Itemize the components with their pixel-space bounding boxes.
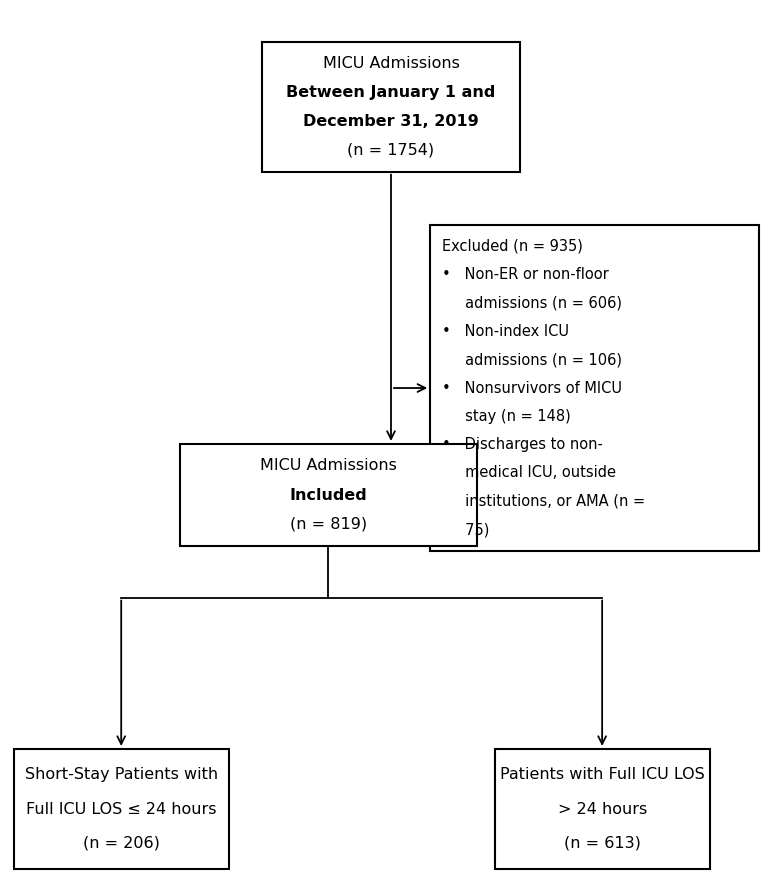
Text: admissions (n = 106): admissions (n = 106) xyxy=(442,352,622,368)
Text: •   Discharges to non-: • Discharges to non- xyxy=(442,437,603,452)
Text: •   Non-index ICU: • Non-index ICU xyxy=(442,324,569,339)
Text: (n = 1754): (n = 1754) xyxy=(347,143,435,158)
FancyBboxPatch shape xyxy=(180,443,477,546)
Text: medical ICU, outside: medical ICU, outside xyxy=(442,466,616,481)
Text: 75): 75) xyxy=(442,522,490,537)
Text: Patients with Full ICU LOS: Patients with Full ICU LOS xyxy=(500,767,705,782)
Text: •   Nonsurvivors of MICU: • Nonsurvivors of MICU xyxy=(442,381,622,395)
FancyBboxPatch shape xyxy=(430,226,759,551)
Text: Short-Stay Patients with: Short-Stay Patients with xyxy=(25,767,217,782)
Text: December 31, 2019: December 31, 2019 xyxy=(303,114,479,129)
Text: Between January 1 and: Between January 1 and xyxy=(286,85,496,100)
FancyBboxPatch shape xyxy=(13,749,228,869)
Text: > 24 hours: > 24 hours xyxy=(558,802,647,816)
Text: MICU Admissions: MICU Admissions xyxy=(322,56,460,71)
Text: Full ICU LOS ≤ 24 hours: Full ICU LOS ≤ 24 hours xyxy=(26,802,217,816)
Text: MICU Admissions: MICU Admissions xyxy=(260,458,397,474)
FancyBboxPatch shape xyxy=(495,749,710,869)
Text: (n = 206): (n = 206) xyxy=(83,836,160,851)
Text: institutions, or AMA (n =: institutions, or AMA (n = xyxy=(442,494,645,508)
Text: Excluded (n = 935): Excluded (n = 935) xyxy=(442,239,583,254)
Text: (n = 819): (n = 819) xyxy=(290,516,367,532)
Text: stay (n = 148): stay (n = 148) xyxy=(442,409,571,424)
FancyBboxPatch shape xyxy=(262,42,520,171)
Text: (n = 613): (n = 613) xyxy=(564,836,640,851)
Text: Included: Included xyxy=(289,488,368,502)
Text: •   Non-ER or non-floor: • Non-ER or non-floor xyxy=(442,268,608,282)
Text: admissions (n = 606): admissions (n = 606) xyxy=(442,295,622,310)
